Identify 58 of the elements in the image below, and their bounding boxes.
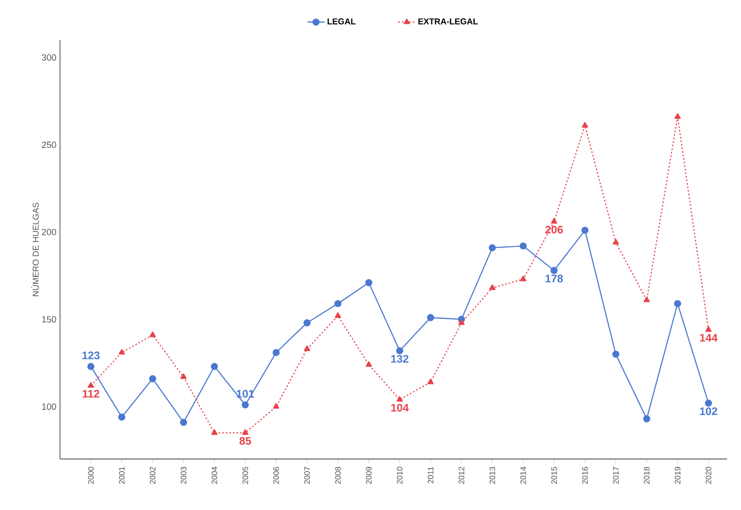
point <box>581 226 588 234</box>
point <box>87 362 94 370</box>
point <box>396 347 404 354</box>
point <box>334 312 342 318</box>
point <box>273 403 280 409</box>
y-tick-label: 100 <box>42 403 56 410</box>
legend-label: EXTRA-LEGAL <box>418 18 478 24</box>
point <box>118 414 126 421</box>
point <box>705 326 712 332</box>
point <box>396 396 403 402</box>
point <box>550 266 558 274</box>
point <box>520 242 527 250</box>
point <box>149 375 156 382</box>
y-tick-label: 200 <box>42 228 56 236</box>
point <box>489 284 496 290</box>
point <box>334 300 342 308</box>
point <box>643 415 650 422</box>
point <box>427 378 434 384</box>
y-tick-label: 150 <box>42 316 56 323</box>
point <box>488 244 496 252</box>
point <box>582 122 588 128</box>
legend-label: LEGAL <box>328 18 356 24</box>
point <box>242 429 248 435</box>
point <box>550 218 558 224</box>
point <box>427 314 434 322</box>
point <box>211 429 218 435</box>
point <box>242 401 249 408</box>
data-label: 123 <box>82 352 100 360</box>
data-label: 132 <box>391 354 408 363</box>
point <box>458 319 465 325</box>
data-label: 104 <box>391 404 409 412</box>
point <box>612 238 619 245</box>
data-label: 102 <box>700 407 718 416</box>
point <box>272 348 280 356</box>
point <box>304 345 310 352</box>
point <box>704 400 712 407</box>
data-label: 85 <box>240 437 252 445</box>
point <box>520 276 526 282</box>
point <box>365 279 372 286</box>
point <box>674 113 681 119</box>
point <box>88 382 94 388</box>
y-tick-label: 250 <box>42 142 56 148</box>
y-axis-title: NÚMERO DE HUELGAS <box>31 202 39 296</box>
point <box>150 332 156 338</box>
point <box>674 300 682 308</box>
point <box>612 350 620 358</box>
point <box>180 418 188 426</box>
data-label: 206 <box>545 226 563 234</box>
y-tick-label: 300 <box>42 54 56 61</box>
data-label: 144 <box>700 334 718 342</box>
point <box>118 348 125 355</box>
point <box>644 296 650 302</box>
point <box>304 319 311 326</box>
point <box>180 373 187 379</box>
data-label: 112 <box>82 390 100 398</box>
data-label: 178 <box>546 274 563 282</box>
point <box>210 362 218 370</box>
point <box>366 361 372 367</box>
